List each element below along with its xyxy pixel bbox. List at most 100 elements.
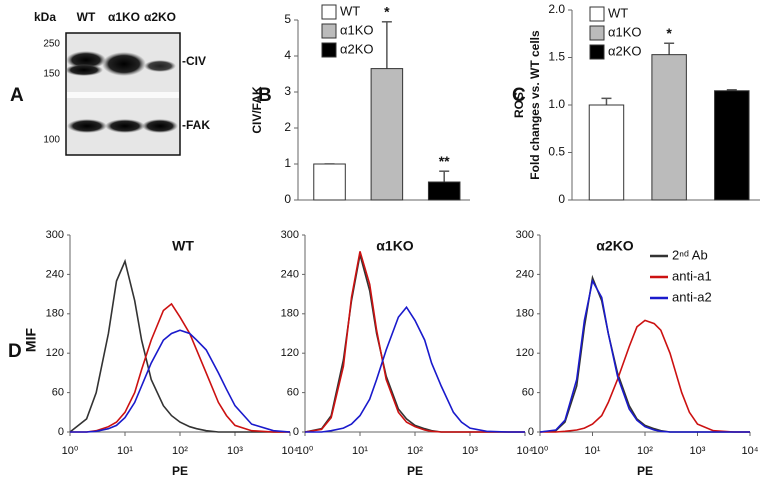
y-tick-label: 120 [516,347,534,359]
x-tick-label: 10³ [227,445,243,457]
x-tick-label: 10⁴ [742,445,759,457]
legend-label: α2KO [340,41,374,56]
x-tick-label: 10⁴ [517,445,534,457]
bar [588,104,625,201]
y-tick-label: 0 [58,426,64,438]
x-tick-label: 10² [637,445,653,457]
y-tick-label: 5 [284,12,291,26]
band-label: -FAK [182,118,210,132]
y-tick-label: 0 [528,426,534,438]
histogram-line [304,251,525,433]
y-tick-label: 1.0 [548,97,565,111]
x-tick-label: 10⁴ [282,445,299,457]
legend-label: 2ⁿᵈ Ab [672,247,708,262]
y-axis-label: MIF [23,328,39,353]
x-axis-label: PE [637,464,653,478]
y-tick-label: 180 [281,308,299,320]
blot-image [65,32,181,156]
y-tick-label: 60 [522,387,534,399]
lane-label: α2KO [144,10,176,24]
y-axis-label: Fold changes vs. WT cells [528,30,542,180]
x-tick-label: 10³ [690,445,706,457]
bar [427,181,461,201]
x-tick-label: 10² [172,445,188,457]
y-tick-label: 2.0 [548,2,565,16]
chart-title: WT [172,238,194,254]
legend-swatch [321,23,337,39]
y-tick-label: 1 [284,156,291,170]
panel-letter: B [258,85,272,106]
x-tick-label: 10⁰ [62,445,79,457]
histogram-line [539,274,750,433]
x-axis-label: PE [407,464,423,478]
y-tick-label: 60 [287,387,299,399]
histogram-line [305,305,525,433]
significance: ** [439,153,450,169]
mw-marker: 100 [43,135,60,146]
chart-title: α2KO [596,238,634,254]
legend-label: α2KO [608,43,642,58]
x-tick-label: 10⁰ [297,445,314,457]
x-tick-label: 10¹ [585,445,601,457]
x-tick-label: 10³ [462,445,478,457]
y-tick-label: 4 [284,48,291,62]
x-tick-label: 10⁰ [532,445,549,457]
y-tick-label: 240 [516,268,534,280]
panel-letter: C [512,85,526,106]
histogram-line [69,258,290,433]
y-tick-label: 300 [516,229,534,241]
bar [370,68,404,201]
panel-letter: D [8,341,22,362]
bar [651,54,687,201]
legend-label: anti-a1 [672,268,712,283]
legend-swatch [589,44,605,60]
chart-title: α1KO [376,238,414,254]
x-tick-label: 10¹ [352,445,368,457]
unit-label: kDa [34,10,56,24]
y-tick-label: 0 [293,426,299,438]
y-tick-label: 300 [281,229,299,241]
y-tick-label: 240 [281,268,299,280]
y-tick-label: 1.5 [548,50,565,64]
y-tick-label: 120 [281,347,299,359]
significance: * [666,25,672,41]
legend-swatch [321,4,337,20]
lane-label: α1KO [108,10,140,24]
y-tick-label: 2 [284,120,291,134]
y-tick-label: 180 [46,308,64,320]
y-tick-label: 0 [558,192,565,206]
y-tick-label: 0.5 [548,145,565,159]
mw-marker: 150 [43,69,60,80]
legend-label: WT [608,5,628,20]
legend-label: WT [340,3,360,18]
lane-label: WT [77,10,96,24]
histogram-line [70,329,291,433]
x-tick-label: 10¹ [117,445,133,457]
mw-marker: 250 [43,39,60,50]
histogram-line [539,278,750,433]
legend-swatch [589,25,605,41]
histogram-line [540,319,750,433]
band-label: -CIV [182,54,206,68]
y-axis-label: ROS [512,92,526,118]
legend-label: anti-a2 [672,289,712,304]
y-tick-label: 240 [46,268,64,280]
y-tick-label: 60 [52,387,64,399]
y-tick-label: 0 [284,192,291,206]
legend-label: α1KO [608,24,642,39]
histogram-line [70,302,290,433]
legend-label: α1KO [340,22,374,37]
bar [313,163,346,201]
legend-swatch [589,6,605,22]
x-tick-label: 10² [407,445,423,457]
y-tick-label: 3 [284,84,291,98]
y-tick-label: 180 [516,308,534,320]
y-axis-label: CIV/FAK [250,86,264,134]
y-tick-label: 300 [46,229,64,241]
x-axis-label: PE [172,464,188,478]
bar [714,90,750,201]
histogram-line [304,254,525,433]
panel-letter: A [10,85,24,106]
legend-swatch [321,42,337,58]
